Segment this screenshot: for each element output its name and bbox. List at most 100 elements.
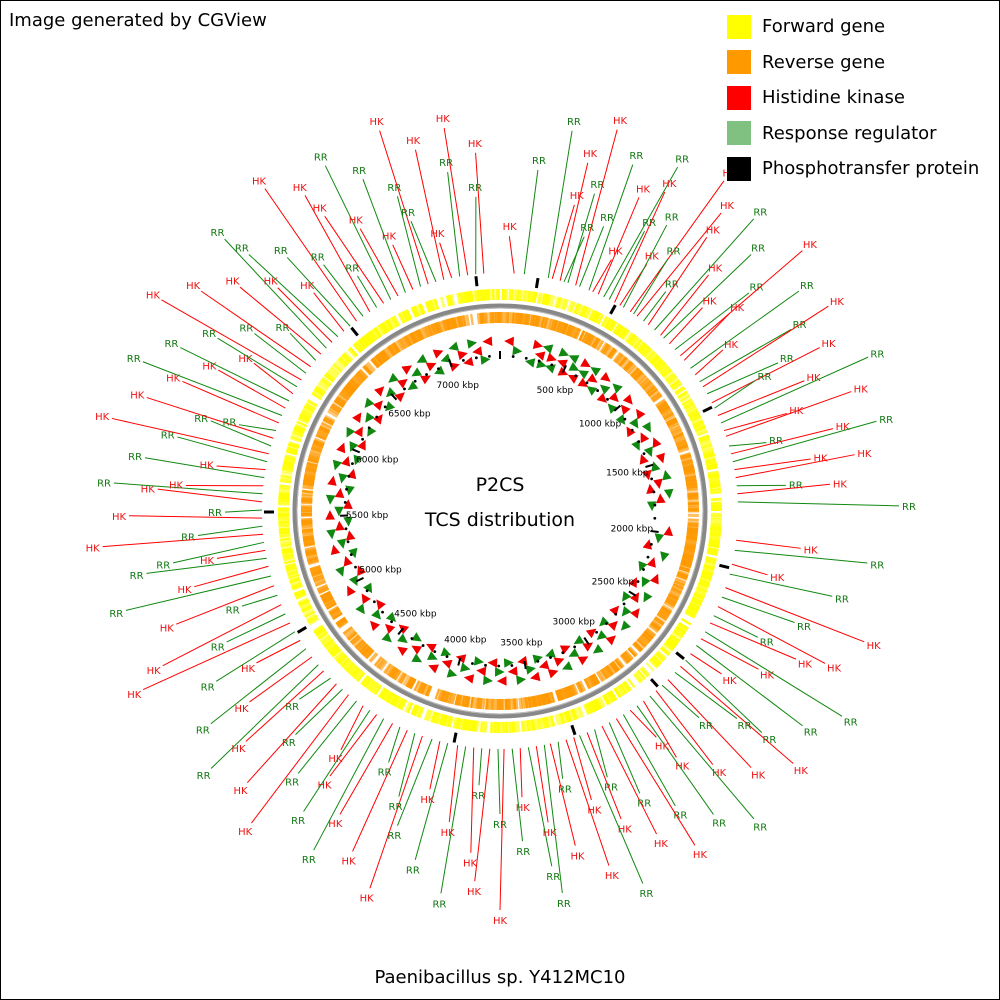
rr-arrow [592,644,604,654]
forward-gene [431,711,438,724]
forward-gene [335,359,346,370]
rr-label: RR [109,609,123,620]
rr-arrow [525,665,536,675]
forward-gene [279,533,291,539]
hk-label: HK [618,824,633,835]
reverse-gene [563,686,571,699]
hk-arrow [441,659,453,669]
forward-gene [704,558,717,566]
hk-arrow [330,544,341,556]
reverse-gene [319,425,331,433]
forward-gene [285,564,297,570]
hk-arrow [630,608,640,619]
reverse-gene [620,358,631,370]
rr-label: RR [769,436,783,447]
ruler-minor-tick [653,503,657,507]
reverse-gene [670,587,682,596]
rr-label: RR [97,478,111,489]
forward-gene [667,375,678,385]
rr-label: RR [580,223,594,234]
forward-gene [616,685,625,697]
rr-label: RR [276,323,290,334]
forward-gene [304,403,316,412]
hk-arrow [457,350,468,361]
rr-arrow [440,647,452,657]
hk-callout-line [200,290,312,368]
forward-gene [708,475,720,481]
forward-gene [709,528,722,534]
forward-gene [560,712,567,724]
hk-arrow [372,400,383,411]
forward-gene [659,365,671,376]
reverse-gene [608,348,617,359]
forward-gene [385,691,394,703]
forward-gene [607,320,617,332]
hk-callout-line [499,748,505,911]
reverse-gene [488,312,492,324]
phosphotransfer-mark [609,304,617,315]
hk-arrow [357,565,367,577]
hk-arrow [426,643,437,653]
hk-arrow [663,525,674,537]
hk-callout-line [379,130,429,285]
hk-callout-line [264,188,357,322]
ruler-minor-tick [445,655,449,659]
hk-arrow [496,676,507,686]
reverse-gene [687,495,699,500]
ruler-label: 5000 kbp [359,566,402,576]
forward-gene [706,549,719,555]
rr-callout-line [362,179,406,293]
reverse-gene [522,697,528,709]
reverse-gene [672,432,685,440]
rr-arrow [641,576,651,588]
forward-gene [367,330,378,342]
reverse-gene [464,696,471,708]
reverse-gene [454,693,461,706]
forward-gene [281,470,293,476]
reverse-gene [304,472,316,479]
forward-gene [301,409,313,418]
reverse-gene [523,313,528,325]
forward-gene [278,524,290,528]
rr-callout-line [226,613,286,643]
reverse-gene [526,314,533,326]
rr-callout-line [663,254,752,339]
reverse-gene [519,313,525,325]
hk-arrow [334,487,345,498]
reverse-gene [628,646,639,657]
hk-callout-line [176,585,275,625]
forward-gene [364,677,374,689]
ruler-minor-tick [425,373,428,376]
hk-label: HK [830,297,845,308]
hk-arrow [640,432,650,444]
hk-arrow [327,475,337,486]
reverse-gene [312,573,324,580]
reverse-gene [642,381,654,392]
hk-arrow [487,658,498,668]
forward-gene [341,353,352,364]
ruler-minor-tick [497,664,501,668]
hk-arrow [628,577,637,588]
rr-label: RR [902,502,916,513]
rr-arrow [646,501,657,512]
reverse-gene [312,574,325,582]
hk-callout-line [629,709,657,738]
reverse-gene [419,327,428,339]
hk-label: HK [200,556,215,567]
rr-callout-line [729,573,833,597]
hk-label: HK [293,183,308,194]
forward-gene [655,651,666,662]
hk-label: HK [760,670,775,681]
rr-callout-line [523,170,539,275]
forward-gene [282,551,294,557]
reverse-gene [376,658,387,670]
reverse-gene [511,698,516,710]
hk-arrow [428,664,439,674]
forward-gene [366,679,376,691]
legend-item-reverse: Reverse gene [727,45,979,81]
reverse-gene [309,566,322,573]
reverse-gene [437,689,444,701]
rr-label: RR [793,320,807,331]
forward-gene [684,403,696,412]
forward-gene [703,562,716,569]
